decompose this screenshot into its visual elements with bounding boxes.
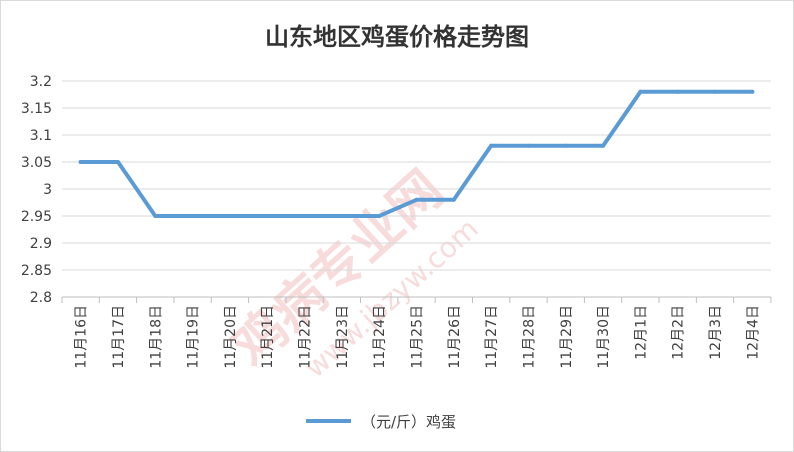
series-group (78, 89, 755, 218)
gridlines (62, 80, 771, 298)
y-tick-label: 2.85 (21, 263, 52, 279)
y-tick-label: 2.95 (21, 209, 52, 225)
x-tick-label: 12月2日 (671, 305, 687, 360)
x-tick-label: 12月3日 (708, 305, 724, 360)
y-tick-label: 3.1 (30, 128, 52, 144)
x-tick-label: 11月28日 (521, 305, 537, 369)
chart-title: 山东地区鸡蛋价格走势图 (265, 22, 529, 51)
y-tick-label: 2.9 (30, 236, 52, 252)
data-point (713, 89, 718, 94)
x-tick-label: 11月19日 (186, 305, 202, 369)
data-point (115, 160, 120, 164)
data-point (153, 214, 158, 218)
data-point (414, 197, 419, 202)
legend-label: （元/斤）鸡蛋 (361, 413, 456, 431)
y-tick-label: 2.8 (30, 290, 52, 306)
data-point (750, 89, 755, 94)
x-tick-label: 11月17日 (111, 305, 127, 369)
data-point (78, 160, 83, 164)
x-tick-label: 11月22日 (298, 305, 314, 369)
y-tick-label: 3.15 (21, 101, 52, 117)
data-point (563, 143, 568, 148)
x-tick-label: 11月29日 (559, 305, 575, 369)
data-point (489, 143, 494, 148)
x-tick-label: 11月30日 (596, 305, 612, 369)
y-axis: 2.8 2.85 2.9 2.95 3 3.05 3.1 3.15 3.2 (21, 74, 52, 306)
legend: （元/斤）鸡蛋 (306, 413, 456, 431)
x-tick-label: 11月18日 (148, 305, 164, 369)
data-point (451, 197, 456, 202)
x-tick-label: 11月25日 (410, 305, 426, 369)
data-point (227, 214, 232, 218)
x-tick-label: 11月16日 (74, 305, 90, 369)
x-axis: 11月16日 11月17日 11月18日 11月19日 11月20日 11月21日 11月2… (61, 296, 772, 369)
data-point (675, 89, 680, 94)
x-tick-label: 11月26日 (447, 305, 463, 369)
x-tick-label: 12月4日 (745, 305, 761, 360)
data-point (302, 214, 307, 218)
y-tick-label: 3.2 (30, 74, 52, 90)
data-point (601, 143, 606, 148)
data-point (190, 214, 195, 218)
x-tick-label: 11月27日 (484, 305, 500, 369)
x-tick-label: 11月23日 (335, 305, 351, 369)
data-point (377, 214, 382, 218)
x-tick-label: 12月1日 (633, 305, 649, 360)
watermark: 鸡病专业网 www.jbzyw.com (222, 160, 485, 385)
y-tick-label: 3 (43, 182, 52, 198)
x-tick-label: 11月21日 (260, 305, 276, 369)
data-point (638, 89, 643, 94)
x-tick-label: 11月20日 (223, 305, 239, 369)
x-tick-label: 11月24日 (372, 305, 388, 369)
y-tick-label: 3.05 (21, 155, 52, 171)
data-point (339, 214, 344, 218)
data-point (526, 143, 531, 148)
data-point (265, 214, 270, 218)
